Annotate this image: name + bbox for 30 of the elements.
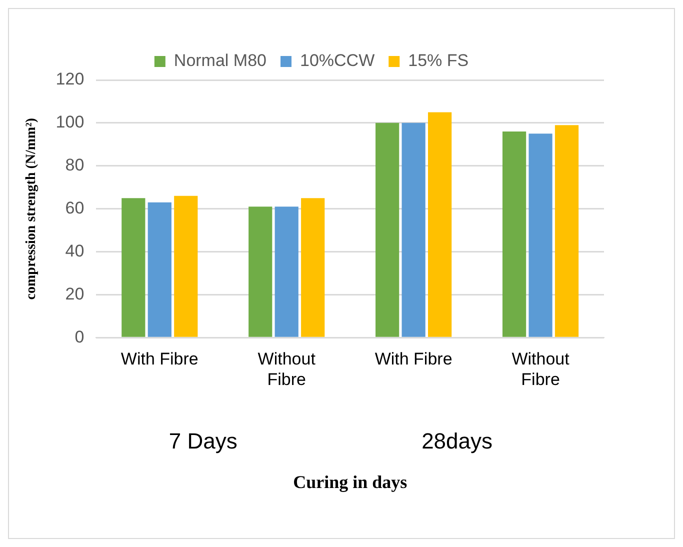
legend-label: 15% FS [408, 51, 469, 70]
bar [428, 112, 452, 337]
x-tick-label: Without Fibre [512, 349, 570, 389]
bar [122, 198, 146, 337]
y-tick-label: 20 [65, 284, 84, 304]
bar [402, 122, 426, 337]
text: 7 Days [168, 428, 238, 454]
bar [376, 122, 400, 337]
bar [528, 134, 552, 337]
text: 28days [422, 428, 493, 454]
x-tick-label: Without Fibre [258, 349, 316, 389]
y-tick-label: 80 [65, 156, 84, 175]
legend-label: Normal M80 [174, 51, 267, 70]
y-axis-title: compression strength (N/mm²) [24, 118, 40, 300]
bar [502, 132, 526, 337]
bar [274, 206, 298, 337]
y-tick-label: 60 [65, 198, 84, 218]
legend-label: 10%CCW [300, 51, 375, 70]
y-tick-label: 40 [65, 241, 84, 260]
x-tick-label: With Fibre [374, 349, 452, 368]
bar [248, 206, 272, 337]
x-tick-label: With Fibre [120, 349, 198, 368]
y-tick-label: 0 [74, 327, 84, 346]
x-axis-title: Curing in days [293, 472, 408, 492]
bar [554, 125, 579, 337]
bar [301, 198, 325, 337]
y-tick-label: 100 [56, 112, 84, 132]
bar [148, 202, 172, 337]
y-tick-label: 120 [56, 70, 84, 89]
bar [174, 196, 198, 337]
